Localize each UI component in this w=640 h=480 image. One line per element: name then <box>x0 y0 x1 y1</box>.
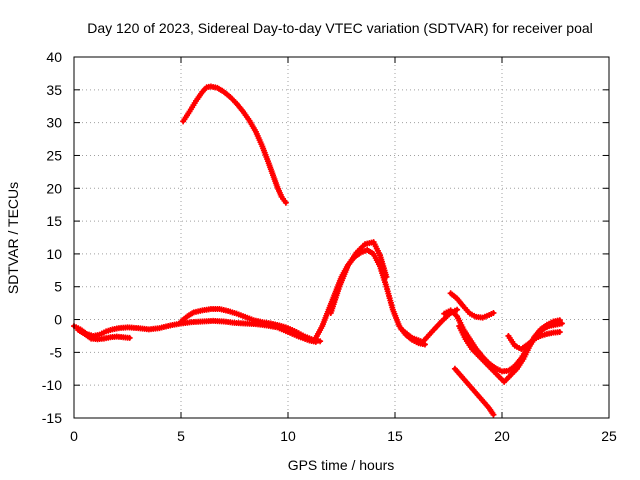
x-tick-label: 25 <box>601 428 617 444</box>
chart-title: Day 120 of 2023, Sidereal Day-to-day VTE… <box>87 20 593 36</box>
data-point <box>556 329 563 336</box>
y-tick-label: -15 <box>42 410 62 426</box>
series-track-f <box>327 239 390 316</box>
x-axis-label: GPS time / hours <box>288 457 395 473</box>
x-tick-label: 10 <box>280 428 296 444</box>
y-tick-label: 35 <box>46 82 62 98</box>
series-track-l <box>505 329 563 353</box>
series-track-b <box>75 327 133 343</box>
data-point <box>490 411 497 418</box>
grid-lines <box>74 57 609 418</box>
data-point <box>454 306 461 313</box>
series-track-e <box>312 246 428 348</box>
y-tick-label: 40 <box>46 49 62 65</box>
x-tick-label: 5 <box>177 428 185 444</box>
data-point <box>126 334 133 341</box>
data-point <box>282 199 289 206</box>
series-track-d <box>180 83 289 206</box>
plot-frame <box>73 56 610 419</box>
axis-ticks: 0 5 10 15 20 25 -15 -10 -5 0 5 10 15 20 25 30 35 40 <box>42 49 617 444</box>
y-tick-label: 20 <box>46 180 62 196</box>
y-tick-label: 15 <box>46 213 62 229</box>
y-tick-label: 5 <box>54 279 62 295</box>
y-axis-label: SDTVAR / TECUs <box>5 182 21 294</box>
data-point <box>317 338 324 345</box>
series-track-c <box>178 306 324 345</box>
y-tick-label: 25 <box>46 147 62 163</box>
series-track-j <box>456 320 565 385</box>
series-track-a <box>71 317 319 345</box>
data-point <box>490 309 497 316</box>
series-track-k <box>451 365 497 418</box>
y-tick-label: 30 <box>46 115 62 131</box>
y-tick-label: -5 <box>50 344 63 360</box>
x-tick-label: 0 <box>70 428 78 444</box>
y-tick-label: -10 <box>42 377 62 393</box>
series-track-h <box>447 290 497 321</box>
data-point <box>383 273 390 280</box>
x-tick-label: 15 <box>387 428 403 444</box>
data-point <box>558 320 565 327</box>
x-tick-label: 20 <box>494 428 510 444</box>
data-points <box>71 83 565 418</box>
y-tick-label: 0 <box>54 312 62 328</box>
y-tick-label: 10 <box>46 246 62 262</box>
